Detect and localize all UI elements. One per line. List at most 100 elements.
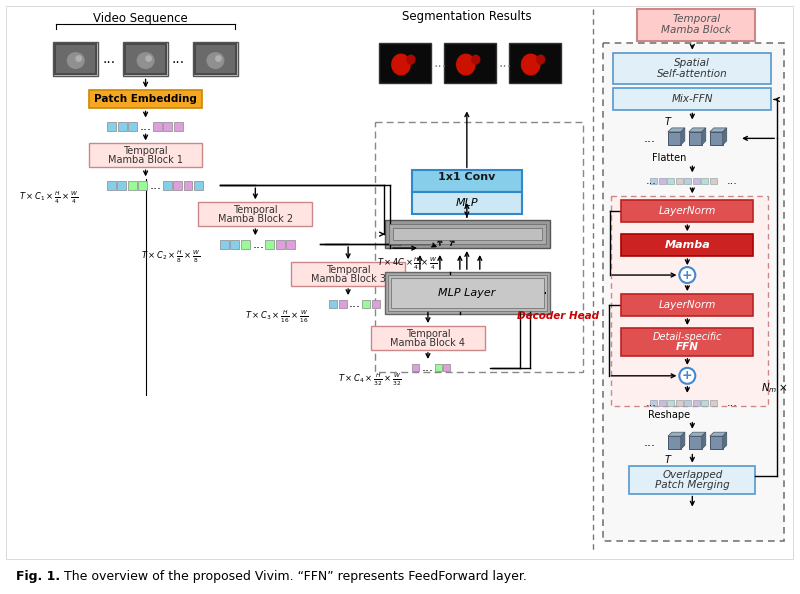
Text: LayerNorm: LayerNorm	[658, 206, 716, 216]
Text: ...: ...	[643, 436, 655, 449]
Ellipse shape	[406, 55, 416, 65]
Bar	[676, 400, 683, 406]
Bar	[198, 202, 312, 226]
Bar	[622, 234, 753, 256]
Text: 1x1 Conv: 1x1 Conv	[438, 172, 495, 182]
Bar	[710, 400, 717, 406]
Bar	[56, 45, 95, 72]
Text: ...: ...	[252, 238, 264, 251]
Text: ...: ...	[434, 56, 446, 69]
Bar	[375, 122, 582, 372]
Bar	[379, 43, 431, 83]
Bar	[338, 300, 346, 308]
Text: +: +	[682, 268, 693, 282]
Bar	[614, 53, 771, 84]
Bar	[668, 436, 681, 449]
Bar	[371, 326, 485, 350]
Text: MLP Layer: MLP Layer	[438, 288, 495, 298]
Bar	[689, 132, 702, 145]
Bar	[174, 122, 182, 131]
Polygon shape	[702, 128, 706, 145]
Bar	[230, 239, 239, 249]
Bar	[128, 122, 137, 131]
Text: The overview of the proposed Vivim. “FFN” represents FeedForward layer.: The overview of the proposed Vivim. “FFN…	[56, 570, 526, 583]
Bar	[650, 400, 658, 406]
Bar	[710, 178, 717, 184]
Text: Mamba Block 3: Mamba Block 3	[310, 274, 386, 284]
Ellipse shape	[391, 53, 411, 75]
Ellipse shape	[215, 55, 222, 62]
Text: ...: ...	[150, 179, 162, 192]
Polygon shape	[689, 128, 706, 132]
Ellipse shape	[471, 55, 481, 65]
Text: Video Sequence: Video Sequence	[94, 12, 188, 25]
Bar	[194, 181, 203, 189]
Bar	[443, 364, 450, 371]
Ellipse shape	[536, 55, 546, 65]
Bar	[393, 228, 542, 240]
Text: $T \times C_3 \times \frac{H}{16} \times \frac{W}{16}$: $T \times C_3 \times \frac{H}{16} \times…	[246, 309, 309, 325]
Bar	[702, 400, 708, 406]
Text: Mamba Block 2: Mamba Block 2	[218, 214, 293, 224]
Text: Temporal: Temporal	[233, 205, 278, 215]
Bar	[434, 364, 442, 371]
Bar	[622, 328, 753, 356]
Bar	[702, 178, 708, 184]
Bar	[622, 200, 753, 222]
Bar	[124, 43, 167, 74]
Bar	[412, 192, 522, 214]
Bar	[710, 132, 722, 145]
Bar	[194, 43, 237, 74]
Text: Decoder Head: Decoder Head	[517, 311, 598, 321]
Ellipse shape	[146, 55, 152, 62]
Bar	[659, 178, 666, 184]
Polygon shape	[689, 432, 706, 436]
Text: ...: ...	[172, 52, 185, 65]
Bar	[162, 181, 171, 189]
Bar	[286, 239, 295, 249]
Text: ...: ...	[646, 398, 657, 407]
Bar	[54, 43, 98, 74]
Text: Self-attention: Self-attention	[657, 68, 728, 78]
Bar	[667, 400, 674, 406]
Bar	[291, 262, 405, 286]
Text: Mamba Block 1: Mamba Block 1	[108, 155, 183, 165]
Bar	[126, 45, 165, 72]
Text: Mix-FFN: Mix-FFN	[671, 94, 713, 105]
Ellipse shape	[137, 52, 154, 69]
Text: ...: ...	[643, 132, 655, 145]
Bar	[667, 178, 674, 184]
Bar	[638, 9, 755, 40]
Ellipse shape	[456, 53, 476, 75]
Text: T: T	[664, 118, 670, 127]
Bar	[371, 300, 379, 308]
Bar	[693, 178, 700, 184]
Bar	[684, 178, 691, 184]
Bar	[391, 278, 544, 308]
Polygon shape	[722, 128, 726, 145]
Text: T: T	[664, 454, 670, 465]
Bar	[614, 89, 771, 110]
Bar	[128, 181, 137, 189]
Bar	[684, 400, 691, 406]
Bar	[693, 400, 700, 406]
Bar	[54, 42, 98, 75]
Circle shape	[679, 368, 695, 384]
Polygon shape	[710, 432, 726, 436]
Text: ...: ...	[726, 398, 738, 407]
Text: ...: ...	[646, 176, 657, 187]
Bar	[153, 122, 162, 131]
Bar	[138, 181, 147, 189]
Bar	[362, 300, 370, 308]
Bar	[117, 181, 126, 189]
Bar	[509, 43, 561, 83]
Ellipse shape	[75, 55, 82, 62]
Polygon shape	[702, 432, 706, 449]
Circle shape	[679, 267, 695, 283]
Bar	[602, 43, 784, 541]
Text: Fig. 1.: Fig. 1.	[16, 570, 60, 583]
Text: Overlapped: Overlapped	[662, 470, 722, 479]
Bar	[676, 178, 683, 184]
Bar	[220, 239, 229, 249]
Text: ...: ...	[726, 176, 738, 187]
